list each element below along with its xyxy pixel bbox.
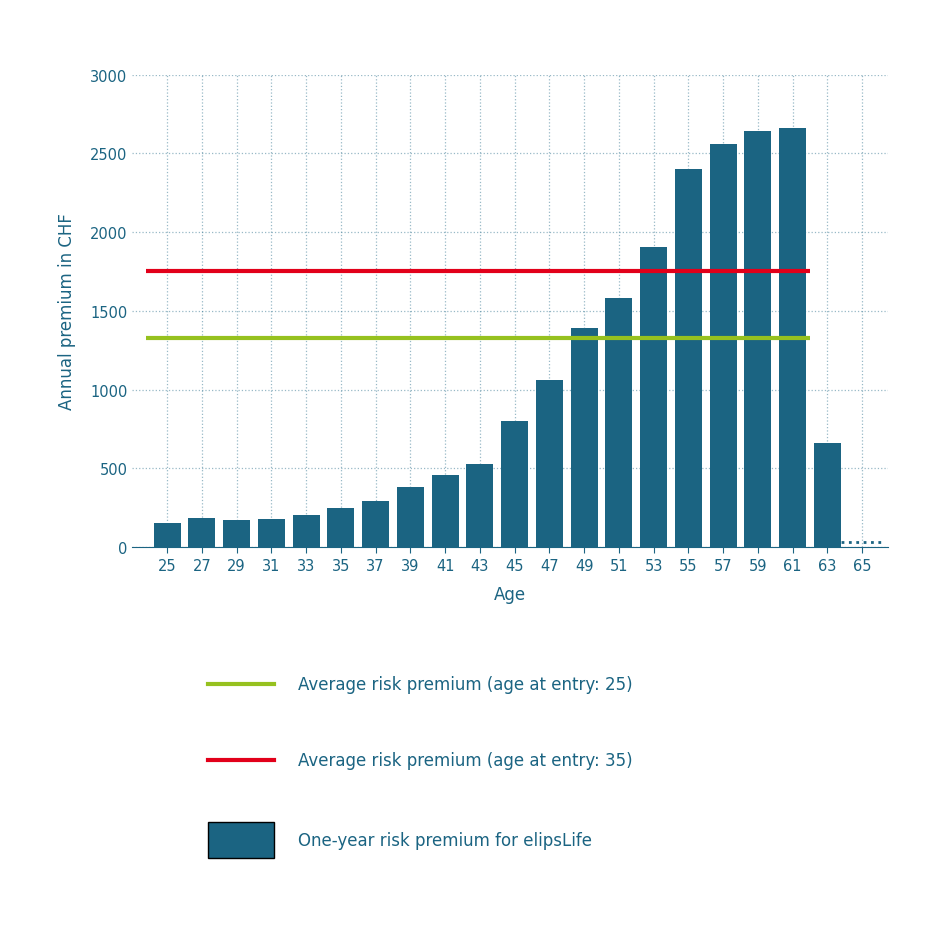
Bar: [223, 520, 250, 548]
Bar: [258, 519, 284, 548]
Y-axis label: Annual premium in CHF: Annual premium in CHF: [58, 213, 76, 410]
Bar: [293, 515, 319, 548]
Bar: [535, 380, 563, 548]
Text: Average risk premium (age at entry: 35): Average risk premium (age at entry: 35): [297, 750, 632, 769]
Text: One-year risk premium for elipsLife: One-year risk premium for elipsLife: [297, 831, 591, 850]
Bar: [396, 488, 424, 548]
Bar: [674, 170, 701, 548]
Bar: [154, 523, 180, 548]
Text: Average risk premium (age at entry: 25): Average risk premium (age at entry: 25): [297, 675, 632, 694]
Bar: [744, 132, 770, 548]
Bar: [431, 476, 458, 548]
Bar: [639, 248, 666, 548]
Bar: [362, 501, 389, 548]
Bar: [188, 518, 215, 548]
Bar: [500, 422, 528, 548]
Bar: [327, 508, 354, 548]
Bar: [466, 464, 493, 548]
Text: Age: Age: [494, 585, 526, 603]
Bar: [570, 329, 597, 548]
Bar: [709, 144, 736, 548]
Bar: [779, 129, 805, 548]
Bar: [813, 444, 840, 548]
Bar: [605, 299, 632, 548]
